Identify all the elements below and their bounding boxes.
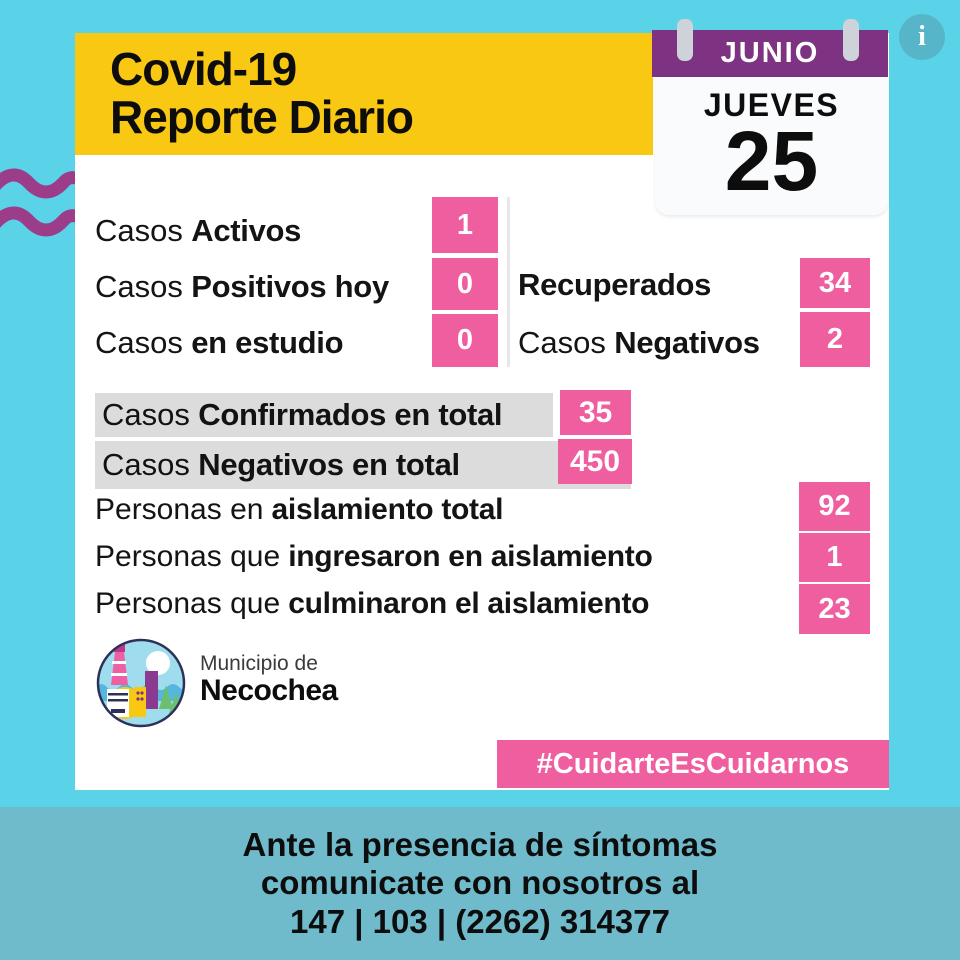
stat-row-aislamiento-total: Personas en aislamiento total xyxy=(95,487,503,533)
calendar-day-name: JUEVES xyxy=(703,87,840,123)
stat-row-casos-positivos-hoy: Casos Positivos hoy xyxy=(95,262,389,312)
logo-org-line2: Necochea xyxy=(200,674,338,707)
total-row-negativos: Casos Negativos en total xyxy=(95,441,631,489)
logo-org-line1: Municipio de xyxy=(200,652,318,675)
hashtag-banner: #CuidarteEsCuidarnos xyxy=(497,740,889,788)
calendar-month-label: JUNIO xyxy=(720,37,820,69)
info-icon-glyph: i xyxy=(918,21,926,52)
column-divider xyxy=(507,197,510,367)
stat-label-prefix: Personas que xyxy=(95,540,281,573)
stat-label-bold: culminaron el aislamiento xyxy=(288,587,650,620)
calendar-clip-right xyxy=(843,19,859,61)
calendar-day-number: 25 xyxy=(724,114,819,208)
stat-label-bold: aislamiento total xyxy=(271,493,504,526)
footer-line-1: Ante la presencia de síntomas xyxy=(242,826,718,863)
stat-label-prefix: Personas en xyxy=(95,493,264,526)
stat-row-recuperados: Recuperados xyxy=(518,261,711,309)
stat-label-prefix: Casos xyxy=(102,397,190,432)
info-icon[interactable]: i xyxy=(899,14,945,60)
stat-value-ingresaron-aislamiento: 1 xyxy=(799,533,870,582)
total-value-confirmados: 35 xyxy=(560,390,631,435)
calendar-page: JUEVES 25 xyxy=(655,77,888,215)
stat-value-casos-en-estudio: 0 xyxy=(432,314,498,367)
stat-label-prefix: Casos xyxy=(95,325,183,360)
stat-row-casos-negativos: Casos Negativos xyxy=(518,319,760,367)
stat-value-casos-activos: 1 xyxy=(432,197,498,253)
total-value-negativos: 450 xyxy=(558,439,632,484)
stat-label-bold: Confirmados en total xyxy=(198,397,503,432)
squiggle-decoration-icon xyxy=(0,168,76,237)
stat-label-prefix: Casos xyxy=(95,213,183,248)
stat-row-casos-en-estudio: Casos en estudio xyxy=(95,318,344,368)
stat-label-prefix: Casos xyxy=(95,269,183,304)
stat-label-bold: Recuperados xyxy=(518,267,712,302)
stat-value-casos-positivos-hoy: 0 xyxy=(432,258,498,310)
municipio-logo-icon xyxy=(96,638,186,728)
title-line-1: Covid-19 xyxy=(110,43,297,96)
stat-label-bold: Positivos hoy xyxy=(191,269,389,304)
stat-label-bold: en estudio xyxy=(191,325,344,360)
footer-line-3: 147 | 103 | (2262) 314377 xyxy=(290,902,670,940)
stat-value-casos-negativos: 2 xyxy=(800,312,870,367)
stat-label-bold: ingresaron en aislamiento xyxy=(288,540,653,573)
stat-label-bold: Negativos en total xyxy=(198,447,460,482)
footer-line-2: comunicate con nosotros al xyxy=(260,864,700,902)
stat-label-prefix: Casos xyxy=(518,325,606,360)
stat-value-aislamiento-total: 92 xyxy=(799,482,870,531)
title-block: Covid-19 Reporte Diario xyxy=(75,33,653,155)
stat-label-bold: Activos xyxy=(191,213,302,248)
stat-value-recuperados: 34 xyxy=(800,258,870,308)
stat-row-casos-activos: Casos Activos xyxy=(95,206,301,256)
calendar-clip-left xyxy=(677,19,693,61)
stat-value-culminaron-aislamiento: 23 xyxy=(799,584,870,634)
stat-row-culminaron-aislamiento: Personas que culminaron el aislamiento xyxy=(95,581,649,627)
stat-label-prefix: Personas que xyxy=(95,587,281,620)
total-row-confirmados: Casos Confirmados en total xyxy=(95,393,553,437)
stat-row-ingresaron-aislamiento: Personas que ingresaron en aislamiento xyxy=(95,534,653,580)
title-line-2: Reporte Diario xyxy=(110,91,414,143)
stat-label-bold: Negativos xyxy=(614,325,760,360)
hashtag-label: #CuidarteEsCuidarnos xyxy=(536,747,850,780)
footer-strip: Ante la presencia de síntomas comunicate… xyxy=(0,807,960,960)
stat-label-prefix: Casos xyxy=(102,447,190,482)
